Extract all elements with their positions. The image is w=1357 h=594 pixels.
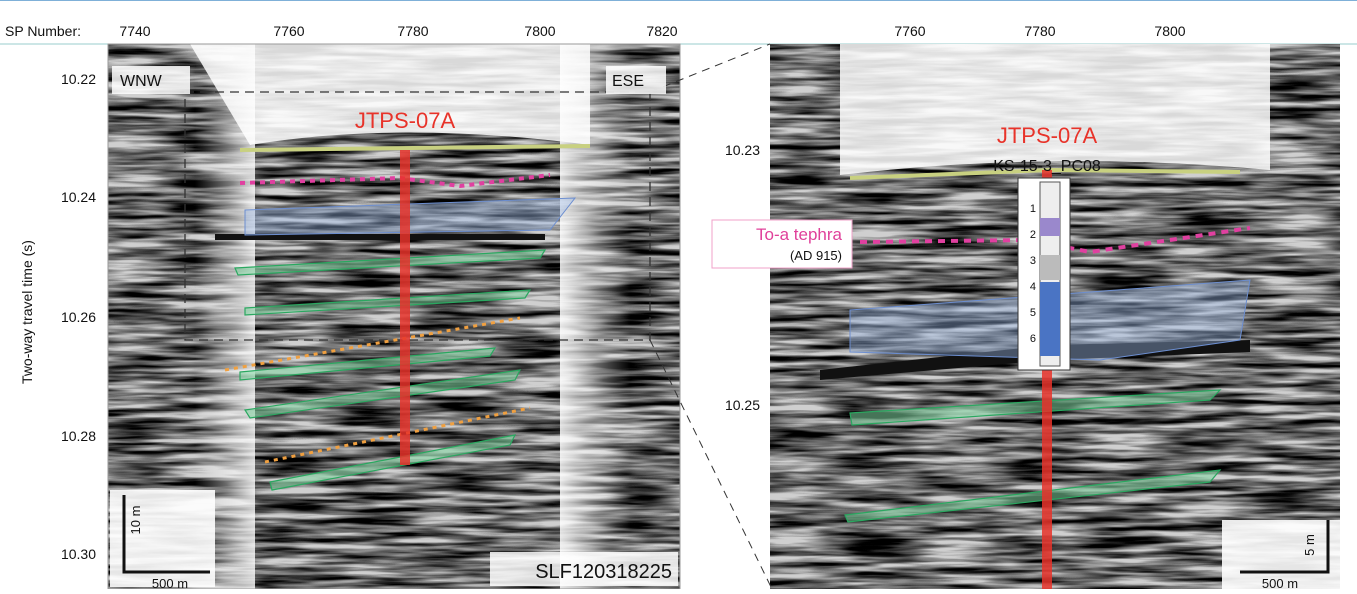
x-tick-label: 7800 [1154,23,1185,39]
site-label: JTPS-07A [355,108,456,133]
x-tick-label: 7760 [273,23,304,39]
scale-label: 500 m [1262,576,1298,589]
direction-label: WNW [120,73,163,90]
y-tick-label: 10.30 [61,546,96,562]
core-unit-label: 5 [1030,307,1036,319]
scale-label: 500 m [152,576,188,589]
scale-bar [1240,520,1330,574]
x-tick-label: 7780 [1024,23,1055,39]
left-seismic [107,43,681,590]
green-horizons [844,389,1222,523]
green-horizons [234,249,547,491]
y-tick-label: 10.28 [61,428,96,444]
y-tick-label: 10.22 [61,71,96,87]
tephra-box [711,219,853,269]
scale-label: 10 m [128,506,143,535]
core-site [1042,170,1052,589]
x-tick-label: 7800 [524,23,555,39]
x-tick-label: 7780 [397,23,428,39]
direction-label: ESE [612,73,644,90]
y-axis-label: Two-way travel time (s) [19,240,35,384]
core-unit-label: 2 [1030,229,1036,241]
core-site [400,150,410,465]
y-tick-label: 10.26 [61,309,96,325]
scale-label: 5 m [1302,534,1317,556]
x-tick-label: 7740 [119,23,150,39]
zoom-box [184,91,651,341]
label-bg [112,66,190,94]
line-id: SLF120318225 [535,561,672,583]
site-label: JTPS-07A [997,123,1098,148]
y-tick-label: 10.25 [725,397,760,413]
tephra-label: To-a tephra [756,225,843,244]
x-axis-label: SP Number: [5,23,81,39]
tephra-age: (AD 915) [790,248,842,263]
scale-bar [122,495,210,574]
core-label: KS-15-3_PC08 [993,158,1101,175]
y-tick-label: 10.24 [61,189,96,205]
label-bg [490,552,678,586]
tephra-horizon [239,173,551,189]
zoom-connector [649,43,771,93]
horizon [239,144,591,152]
zoom-connector [649,339,773,590]
scale-bg [1222,520,1340,589]
right-seismic [770,44,1340,589]
label-bg [606,66,666,94]
x-tick-label: 7820 [646,23,677,39]
core-unit-label: 3 [1030,255,1036,267]
core-column [1017,177,1071,371]
x-tick-label: 7760 [894,23,925,39]
core-unit-label: 4 [1030,281,1036,293]
y-tick-label: 10.23 [725,142,760,158]
orange-horizons [224,316,531,464]
core-unit-label: 1 [1030,203,1036,215]
core-unit-label: 6 [1030,333,1036,345]
